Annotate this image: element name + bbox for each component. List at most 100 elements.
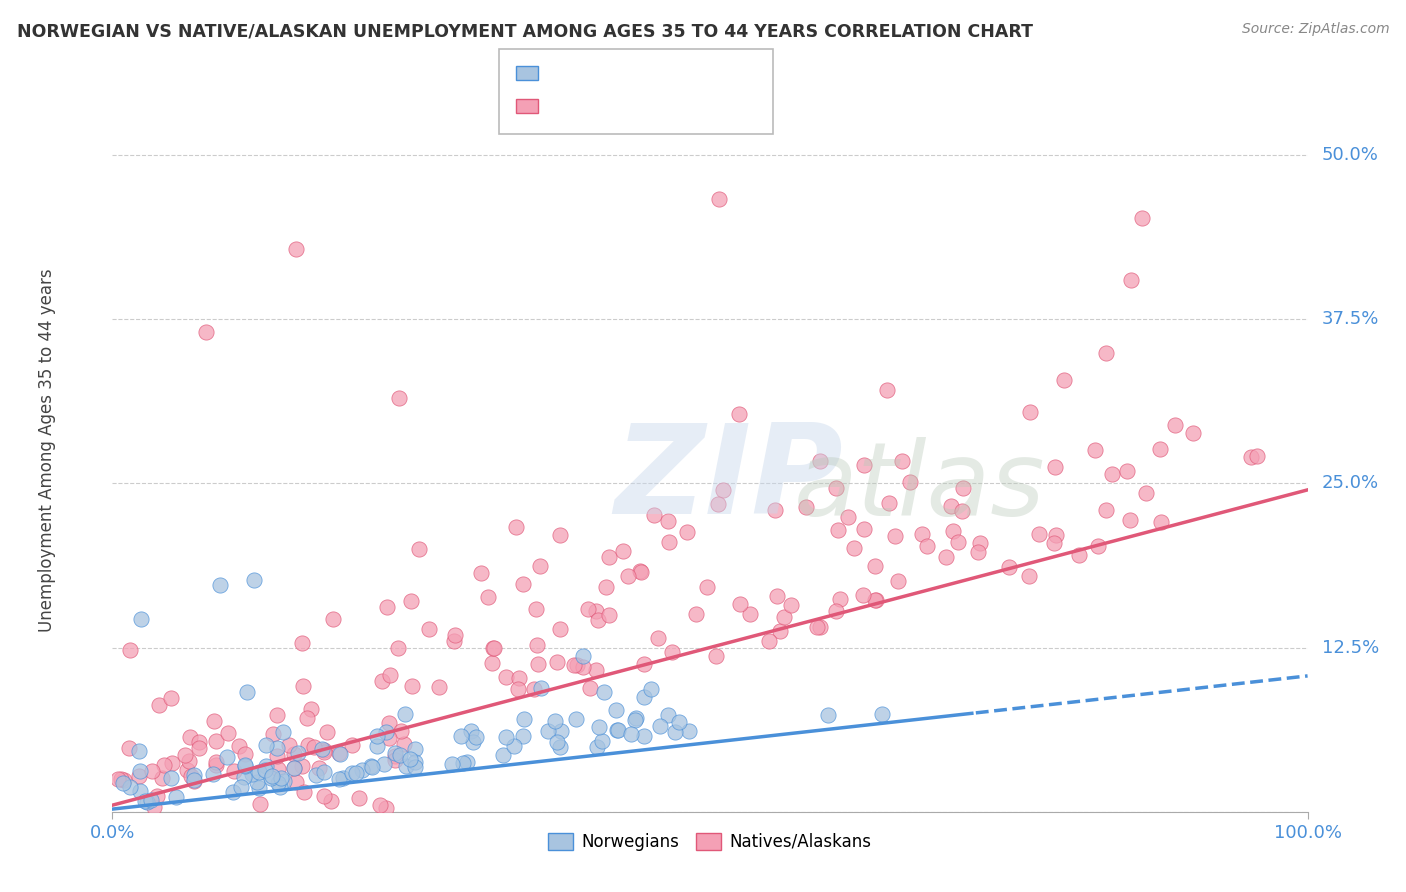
Point <box>1095 346 1118 360</box>
Point <box>202 714 225 729</box>
Point <box>1130 211 1153 225</box>
Point <box>388 747 411 762</box>
Point <box>299 701 322 715</box>
Text: R =: R = <box>548 63 585 81</box>
Point <box>707 192 730 206</box>
Point <box>146 789 169 804</box>
Point <box>429 681 451 695</box>
Point <box>270 771 292 785</box>
Point <box>142 799 165 814</box>
Point <box>308 761 330 775</box>
Point <box>624 711 647 725</box>
Point <box>375 600 398 615</box>
Point <box>1149 442 1171 457</box>
Point <box>249 797 271 811</box>
Point <box>312 789 335 804</box>
Point <box>128 769 150 783</box>
Point <box>1150 516 1173 530</box>
Point <box>254 759 277 773</box>
Point <box>588 720 610 734</box>
Point <box>176 763 198 777</box>
Point <box>183 768 205 782</box>
Point <box>384 753 406 767</box>
Point <box>572 660 595 674</box>
Point <box>269 780 291 794</box>
Point <box>450 729 472 743</box>
Point <box>366 739 388 753</box>
Point <box>205 734 228 748</box>
Point <box>481 657 503 671</box>
Point <box>404 760 426 774</box>
Legend: Norwegians, Natives/Alaskans: Norwegians, Natives/Alaskans <box>541 826 879 857</box>
Point <box>508 681 530 696</box>
Point <box>404 756 426 770</box>
Point <box>328 747 350 761</box>
Point <box>740 607 762 621</box>
Point <box>512 729 534 743</box>
Point <box>233 758 256 772</box>
Point <box>628 564 651 578</box>
Point <box>548 528 571 542</box>
Point <box>377 731 399 745</box>
Point <box>377 715 399 730</box>
Point <box>242 573 264 587</box>
Point <box>598 550 620 565</box>
Point <box>160 690 183 705</box>
Point <box>585 739 607 754</box>
Point <box>758 633 780 648</box>
Text: Source: ZipAtlas.com: Source: ZipAtlas.com <box>1241 22 1389 37</box>
Point <box>246 775 269 789</box>
Point <box>232 770 254 784</box>
Point <box>1094 503 1116 517</box>
Point <box>205 755 228 769</box>
Point <box>870 706 893 721</box>
Point <box>392 737 415 751</box>
Point <box>526 657 548 672</box>
Point <box>824 604 846 618</box>
Point <box>565 712 588 726</box>
Point <box>952 481 974 495</box>
Point <box>863 559 886 574</box>
Point <box>942 524 965 539</box>
Point <box>283 761 305 775</box>
Point <box>217 726 239 740</box>
Point <box>546 735 568 749</box>
Point <box>1045 527 1067 541</box>
Point <box>482 641 505 656</box>
Point <box>766 589 789 603</box>
Point <box>350 763 373 777</box>
Point <box>312 745 335 759</box>
Point <box>418 622 440 636</box>
Point <box>950 504 973 518</box>
Point <box>271 725 294 739</box>
Point <box>160 756 183 771</box>
Point <box>183 773 205 788</box>
Point <box>195 325 218 339</box>
Point <box>657 514 679 528</box>
Point <box>837 509 859 524</box>
Point <box>183 773 205 788</box>
Point <box>297 738 319 752</box>
Point <box>134 794 156 808</box>
Point <box>1087 539 1109 553</box>
Point <box>283 747 305 761</box>
Point <box>395 759 418 773</box>
Point <box>373 757 395 772</box>
Point <box>1019 405 1042 419</box>
Point <box>344 765 367 780</box>
Point <box>808 454 831 468</box>
Point <box>620 726 643 740</box>
Point <box>254 763 277 777</box>
Point <box>305 768 328 782</box>
Point <box>120 643 142 657</box>
Point <box>585 663 607 677</box>
Point <box>763 503 786 517</box>
Point <box>827 523 849 537</box>
Point <box>131 612 153 626</box>
Point <box>160 772 183 786</box>
Point <box>202 767 225 781</box>
Point <box>290 636 312 650</box>
Point <box>704 648 727 663</box>
Point <box>898 475 921 490</box>
Point <box>375 801 398 815</box>
